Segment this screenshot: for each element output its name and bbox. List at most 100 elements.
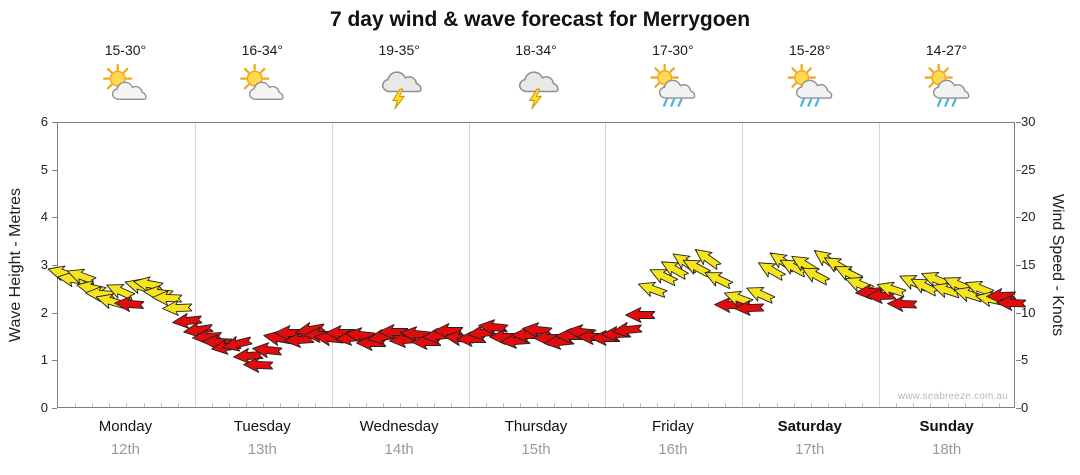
axis-tick xyxy=(52,265,57,266)
time-tick xyxy=(75,403,77,407)
day-date: 12th xyxy=(110,441,141,458)
day-date: 18th xyxy=(931,441,962,458)
axis-tick xyxy=(52,408,57,409)
wind-tick-label: 0 xyxy=(1021,400,1029,415)
wind-arrow xyxy=(242,357,274,374)
day-label-saturday: Saturday 17th xyxy=(741,418,878,458)
time-tick xyxy=(211,403,213,407)
day-label-thursday: Thursday 15th xyxy=(468,418,605,458)
wind-arrow xyxy=(962,275,996,301)
wind-arrow xyxy=(152,290,184,307)
weather-icon-sun-cloud-rain xyxy=(650,63,696,112)
wind-arrow xyxy=(734,299,765,316)
day-name: Tuesday xyxy=(233,418,291,435)
wave-tick-label: 4 xyxy=(40,209,48,225)
day-header-friday: 17-30° xyxy=(604,42,741,112)
day-date: 13th xyxy=(247,441,277,458)
wave-tick-label: 6 xyxy=(40,114,48,129)
watermark: www.seabreeze.com.au xyxy=(897,391,1008,402)
wind-arrow xyxy=(624,306,656,323)
time-tick xyxy=(126,403,128,407)
day-name: Saturday xyxy=(777,418,842,435)
time-tick xyxy=(554,403,556,407)
day-label-wednesday: Wednesday 14th xyxy=(331,418,468,458)
time-tick xyxy=(434,403,436,407)
time-tick xyxy=(793,403,795,407)
time-tick xyxy=(981,403,983,407)
day-separator xyxy=(331,123,333,407)
time-tick xyxy=(776,403,778,407)
temperature-range: 14-27° xyxy=(925,42,968,58)
time-tick xyxy=(844,403,846,407)
time-tick xyxy=(896,403,898,407)
wave-tick-label: 0 xyxy=(40,400,48,415)
time-tick xyxy=(314,403,316,407)
time-tick xyxy=(177,403,179,407)
time-tick xyxy=(588,403,590,407)
day-name: Thursday xyxy=(504,418,568,435)
day-date: 16th xyxy=(658,441,688,458)
wind-arrow xyxy=(798,260,832,288)
wind-arrow xyxy=(162,299,193,316)
page-title: 7 day wind & wave forecast for Merrygoen xyxy=(329,8,751,31)
day-header-sunday: 14-27° xyxy=(878,42,1015,112)
day-separator xyxy=(879,123,881,407)
time-tick xyxy=(708,403,710,407)
wave-tick-label: 3 xyxy=(40,257,48,272)
weather-icon-sun-cloud-rain xyxy=(924,63,970,112)
time-tick xyxy=(400,403,402,407)
time-tick xyxy=(280,403,282,407)
time-tick xyxy=(622,403,624,407)
plot-area xyxy=(47,122,1027,408)
time-tick xyxy=(519,403,521,407)
time-tick xyxy=(810,403,812,407)
wind-arrow xyxy=(679,253,713,281)
time-tick xyxy=(109,403,111,407)
time-tick xyxy=(485,403,487,407)
wind-arrow xyxy=(171,312,203,331)
time-tick xyxy=(862,403,864,407)
time-tick xyxy=(502,403,504,407)
time-tick xyxy=(690,403,692,407)
time-tick xyxy=(263,403,265,407)
wind-arrow xyxy=(221,333,254,356)
day-label-tuesday: Tuesday 13th xyxy=(194,418,331,458)
day-footer: Monday 12th Tuesday 13th Wednesday 14th … xyxy=(57,418,1015,458)
axis-tick xyxy=(52,217,57,219)
weather-icon-storm xyxy=(513,64,559,112)
time-tick xyxy=(964,403,966,407)
wind-arrow xyxy=(875,277,908,301)
day-label-monday: Monday 12th xyxy=(57,418,194,458)
day-separator xyxy=(742,123,744,407)
wind-arrow xyxy=(635,276,669,301)
day-headers: 15-30° 16-34° 19-35° 18-34° 17-30° 15-28… xyxy=(57,42,1015,112)
wind-tick-label: 30 xyxy=(1021,114,1036,129)
wave-tick-label: 2 xyxy=(40,304,48,320)
day-date: 15th xyxy=(521,441,551,458)
time-tick xyxy=(160,403,162,407)
time-tick xyxy=(143,403,145,407)
axis-tick xyxy=(1016,360,1021,362)
day-name: Friday xyxy=(652,418,694,435)
weather-icon-storm xyxy=(376,64,422,112)
wind-arrow xyxy=(477,317,509,336)
time-tick xyxy=(656,403,658,407)
time-tick xyxy=(417,403,419,407)
time-tick xyxy=(759,403,761,407)
day-header-wednesday: 19-35° xyxy=(331,42,468,112)
axis-tick xyxy=(1016,122,1021,123)
day-header-saturday: 15-28° xyxy=(741,42,878,112)
time-tick xyxy=(947,403,949,407)
wind-arrow xyxy=(995,295,1027,312)
wind-arrow xyxy=(252,340,284,359)
axis-tick xyxy=(52,312,57,314)
axis-tick xyxy=(1016,265,1021,266)
day-name: Monday xyxy=(98,418,153,435)
time-tick xyxy=(673,403,675,407)
day-header-monday: 15-30° xyxy=(57,42,194,112)
day-label-friday: Friday 16th xyxy=(604,418,741,458)
wind-arrow xyxy=(754,255,788,284)
time-tick xyxy=(246,403,248,407)
day-header-tuesday: 16-34° xyxy=(194,42,331,112)
